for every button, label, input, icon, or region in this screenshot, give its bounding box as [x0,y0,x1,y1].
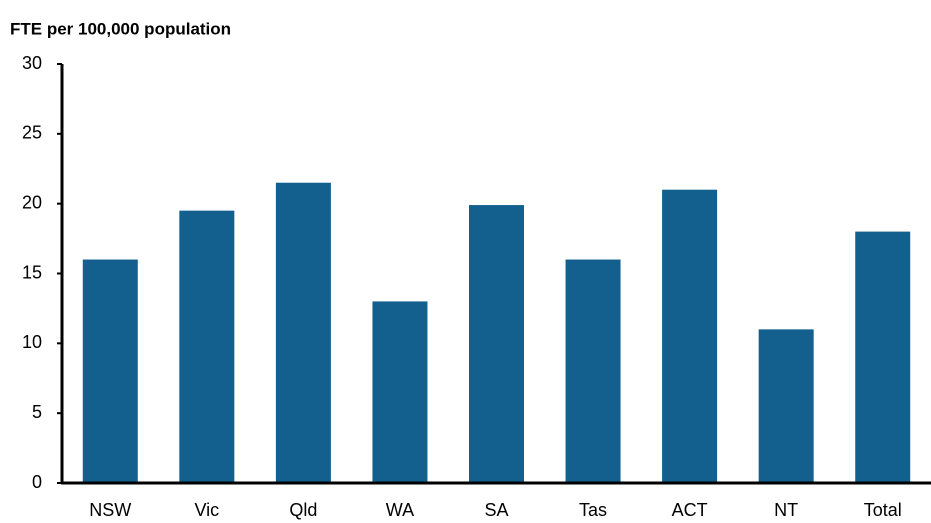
chart-title: FTE per 100,000 population [10,19,231,38]
x-tick-label: Vic [194,500,219,520]
x-tick-label: Qld [289,500,317,520]
y-tick-label: 25 [22,123,42,143]
y-tick-label: 0 [32,472,42,492]
y-tick-label: 30 [22,53,42,73]
y-tick-label: 10 [22,332,42,352]
bar [565,259,621,483]
y-tick-label: 5 [32,402,42,422]
bar [179,210,235,483]
y-tick-label: 15 [22,262,42,282]
bar [275,182,331,483]
x-tick-label: ACT [672,500,708,520]
bar [855,231,911,483]
bar [758,329,814,483]
bar [469,205,524,483]
x-tick-label: Tas [579,500,607,520]
x-tick-label: NSW [89,500,131,520]
bar [372,301,428,483]
x-tick-label: Total [864,500,902,520]
y-tick-label: 20 [22,192,42,212]
bar [82,259,138,483]
x-tick-label: NT [774,500,798,520]
x-tick-label: SA [484,500,508,520]
x-tick-label: WA [386,500,414,520]
bar [662,189,718,483]
